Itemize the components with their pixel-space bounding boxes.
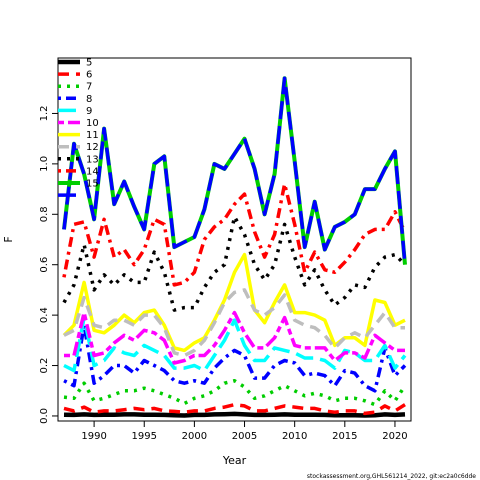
y-tick-label: 0.4 <box>39 307 50 323</box>
x-tick-label: 1995 <box>132 431 157 442</box>
x-tick-label: 2015 <box>332 431 357 442</box>
legend-label: 10 <box>86 118 99 129</box>
series-line-extra-11 <box>62 76 407 265</box>
x-tick-label: 1990 <box>81 431 106 442</box>
legend-label: 11 <box>86 130 99 141</box>
x-axis-title: Year <box>222 454 247 467</box>
x-tick-label: 2000 <box>182 431 207 442</box>
series-line-11 <box>62 252 406 353</box>
x-tick-label: 2010 <box>282 431 307 442</box>
y-tick-label: 0.8 <box>39 206 50 222</box>
y-tick-label: 1.0 <box>39 156 50 172</box>
y-tick-label: 0.0 <box>39 408 50 424</box>
y-axis: 0.0 0.2 0.4 0.6 0.8 1.0 1.2 <box>39 106 59 424</box>
y-axis-title: F <box>2 236 15 242</box>
series-line-5 <box>63 411 406 418</box>
legend-label: 7 <box>86 82 92 93</box>
x-axis: 1990 1995 2000 2005 2010 2015 2020 <box>81 420 408 442</box>
series-line-10 <box>64 310 405 365</box>
legend-label: 5 <box>86 58 92 69</box>
series-layer <box>62 76 407 418</box>
legend-label: 13 <box>86 154 99 165</box>
legend-label: 12 <box>86 142 99 153</box>
y-tick-label: 0.2 <box>39 358 50 374</box>
series-line-8 <box>63 323 407 393</box>
legend-label: 14 <box>86 166 99 177</box>
legend-label: 8 <box>86 94 92 105</box>
x-tick-label: 2005 <box>232 431 257 442</box>
series-line-7 <box>63 378 407 407</box>
y-tick-label: 0.6 <box>39 257 50 273</box>
footer-source-text: stockassessment.org,GHL561214_2022, git:… <box>307 473 476 480</box>
legend-label: 6 <box>86 70 92 81</box>
series-line-6 <box>63 402 406 416</box>
legend-label: 15 <box>86 179 99 190</box>
series-line-12 <box>63 288 405 358</box>
y-tick-label: 1.2 <box>39 106 50 122</box>
series-line-14 <box>62 182 407 287</box>
x-tick-label: 2020 <box>382 431 407 442</box>
legend-label: 9 <box>86 106 92 117</box>
